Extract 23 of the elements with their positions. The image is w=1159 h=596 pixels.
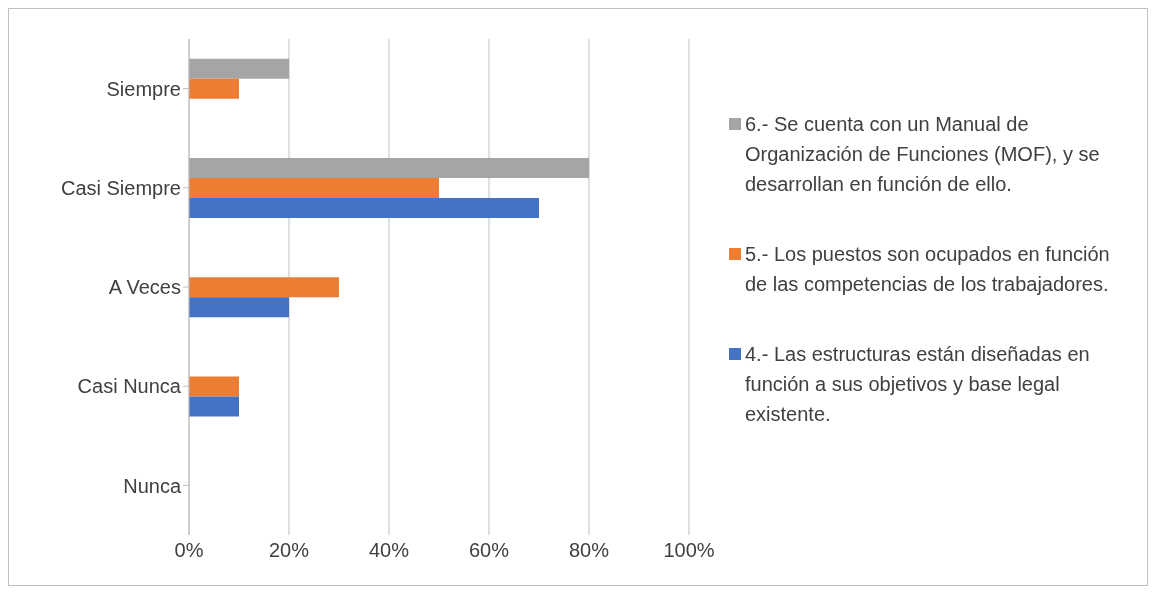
bar xyxy=(189,198,539,219)
y-tick-label: Casi Siempre xyxy=(60,176,181,199)
bar xyxy=(189,158,589,179)
bar xyxy=(189,396,239,417)
x-tick-label: 80% xyxy=(568,539,610,562)
y-tick-label: Casi Nunca xyxy=(77,375,182,398)
x-tick-label: 60% xyxy=(468,539,510,562)
x-tick-label: 40% xyxy=(368,539,410,562)
legend-label: 5.- Los puestos son ocupados en función de las competencias de los trabajadores. xyxy=(745,242,1111,297)
x-tick-label: 20% xyxy=(268,539,310,562)
legend-label: 4.- Las estructuras están diseñadas en función a sus objetivos y base legal existente. xyxy=(745,342,1091,427)
x-tick-label: 100% xyxy=(663,539,715,562)
y-tick-label: Siempre xyxy=(106,77,181,100)
bar xyxy=(189,78,239,99)
bar xyxy=(189,297,289,318)
bar xyxy=(189,58,289,79)
bar xyxy=(189,178,439,199)
bar xyxy=(189,277,339,298)
bar xyxy=(189,376,239,397)
legend-label: 6.- Se cuenta con un Manual de Organización de Funciones (MOF), y se desarrollan en función de ello. xyxy=(745,112,1101,197)
y-tick-label: Nunca xyxy=(123,474,182,497)
y-tick-label: A Veces xyxy=(108,276,181,299)
x-tick-label: 0% xyxy=(174,539,204,562)
